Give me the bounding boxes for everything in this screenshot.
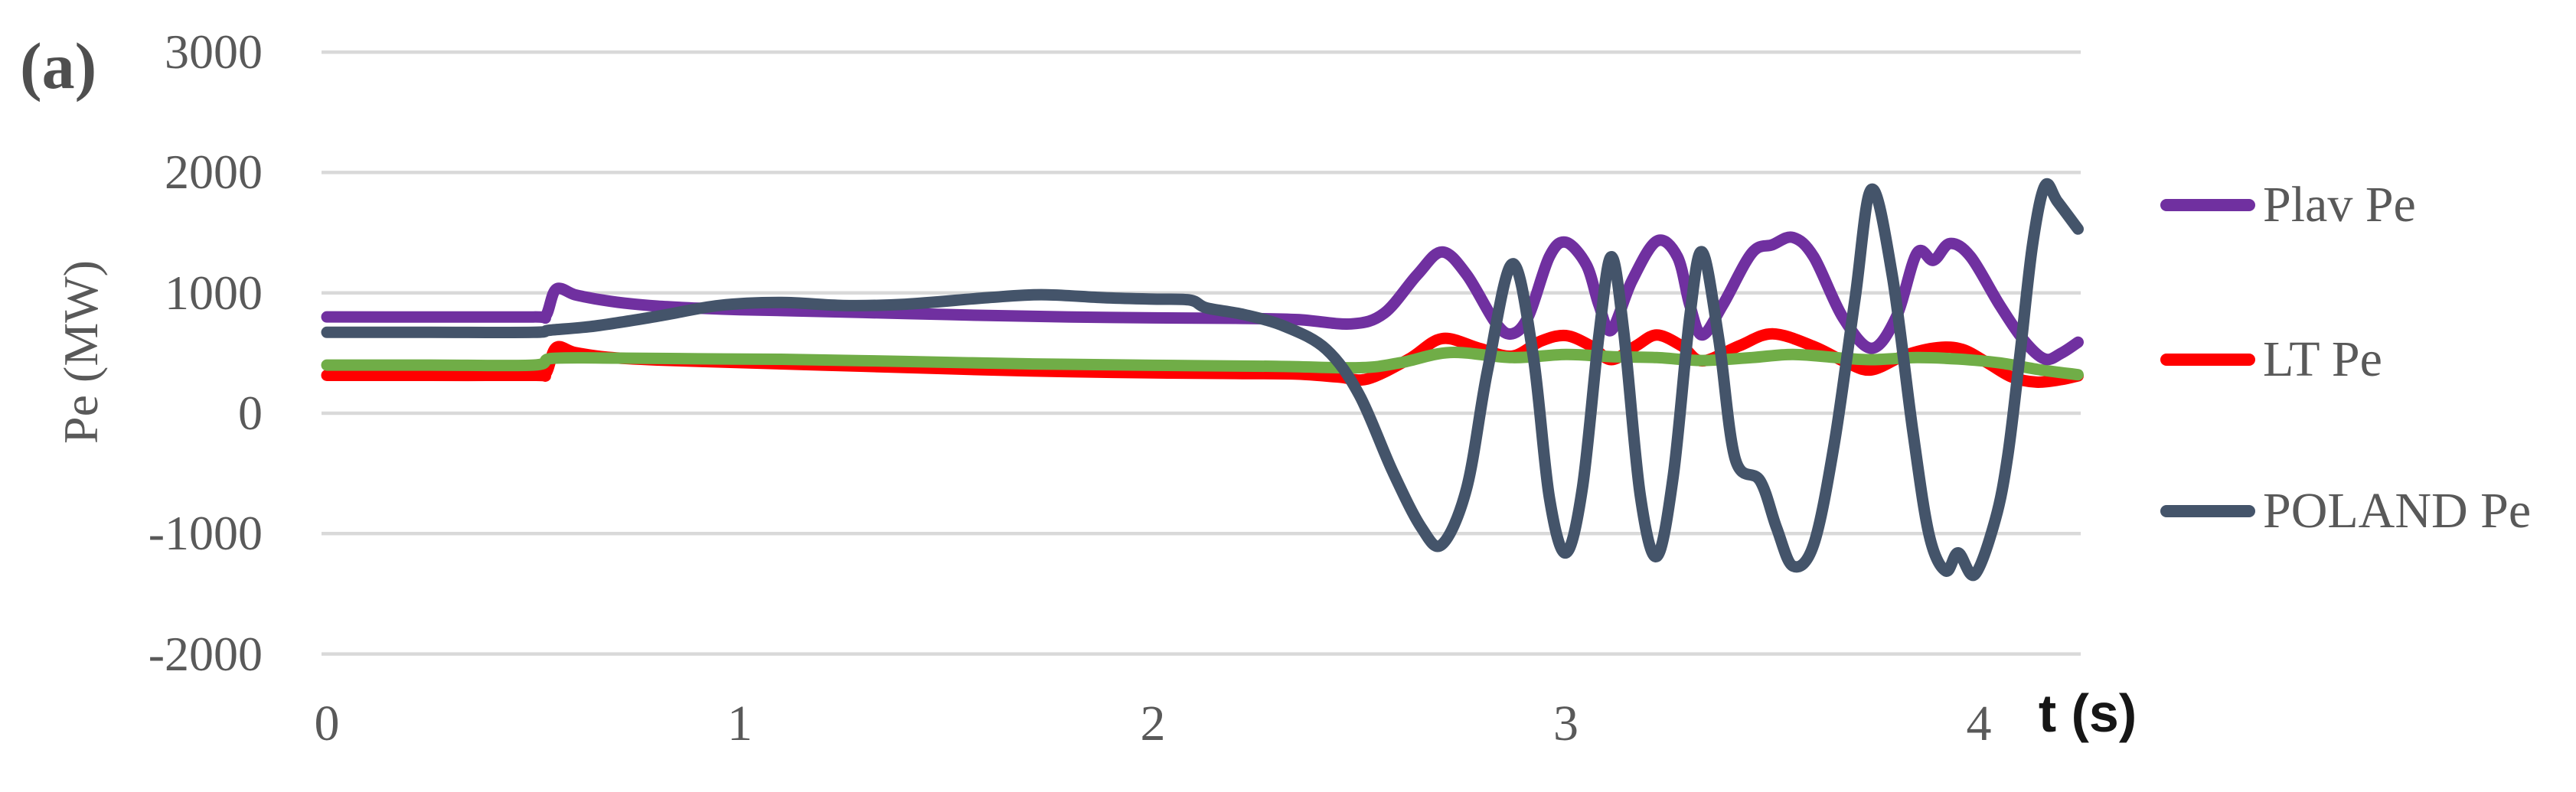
- x-axis-tick-label: 4: [1966, 696, 1992, 751]
- legend-label-poland-pe: POLAND Pe: [2263, 483, 2532, 539]
- x-axis-tick-label: 0: [314, 696, 340, 751]
- x-axis-tick-label: 1: [727, 696, 753, 751]
- y-axis-tick-label: 2000: [165, 145, 263, 200]
- series-line--unlabeled-green-series-: [321, 347, 2084, 381]
- legend-chip-plav-pe: [2160, 199, 2255, 211]
- figure-panel-label: (a): [20, 29, 97, 103]
- series-line-poland-pe: [321, 178, 2084, 582]
- legend-label-plav-pe: Plav Pe: [2263, 177, 2416, 233]
- x-axis-tick-label: 2: [1140, 696, 1166, 751]
- legend-label-lt-pe: LT Pe: [2263, 331, 2382, 387]
- y-axis-tick-label: 3000: [165, 24, 263, 80]
- legend-chip-lt-pe: [2160, 354, 2255, 366]
- x-axis-title: t (s): [2038, 683, 2137, 743]
- legend-chip-poland-pe: [2160, 505, 2255, 517]
- x-axis-tick-label: 3: [1553, 696, 1579, 751]
- y-axis-tick-label: 0: [238, 386, 263, 440]
- y-axis-tick-label: 1000: [165, 265, 263, 320]
- y-axis-tick-label: -2000: [148, 626, 263, 681]
- y-axis-tick-label: -1000: [148, 506, 263, 561]
